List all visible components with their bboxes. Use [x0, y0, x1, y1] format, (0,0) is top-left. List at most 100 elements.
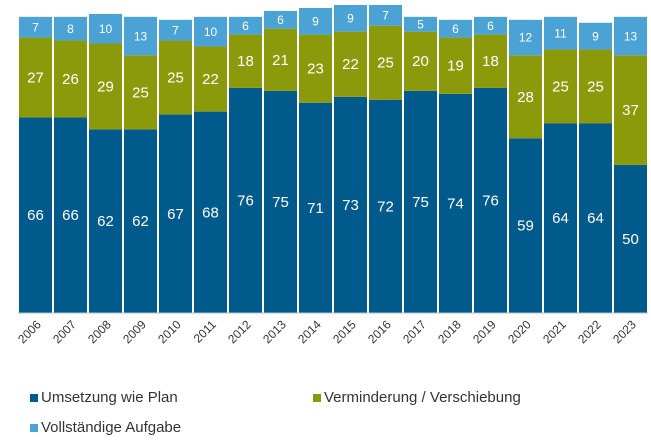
data-label: 7: [32, 20, 39, 34]
data-label: 25: [552, 78, 569, 95]
data-label: 64: [587, 210, 604, 227]
data-label: 71: [307, 200, 324, 217]
data-label: 74: [447, 195, 464, 212]
bar-segment: [299, 7, 332, 35]
data-label: 66: [62, 207, 79, 224]
bar-segment: [614, 164, 647, 313]
data-label: 75: [412, 194, 429, 211]
bar-segment: [89, 13, 122, 44]
data-label: 19: [447, 58, 464, 75]
bar-segment: [509, 19, 542, 56]
bar-segment: [124, 16, 157, 56]
x-tick-label: 2020: [505, 317, 534, 346]
x-tick-label: 2006: [15, 317, 44, 346]
data-label: 29: [97, 78, 114, 95]
bar-segment: [614, 16, 647, 56]
legend-swatch: [313, 394, 321, 402]
data-label: 76: [237, 192, 254, 209]
data-label: 28: [517, 89, 534, 106]
bar-segment: [229, 87, 262, 313]
data-label: 9: [312, 14, 319, 28]
x-tick-label: 2016: [365, 317, 394, 346]
bar-segment: [334, 96, 367, 313]
bar-segment: [264, 10, 297, 29]
bar-segment: [299, 34, 332, 103]
bar-segment: [509, 55, 542, 139]
data-label: 25: [167, 70, 184, 87]
bar-segment: [54, 117, 87, 314]
x-tick-label: 2017: [400, 317, 429, 346]
legend-swatch: [30, 394, 38, 402]
data-label: 6: [452, 22, 459, 36]
bar-segment: [54, 16, 87, 41]
bar-segment: [229, 16, 262, 35]
bar-segment: [194, 16, 227, 47]
bar-segment: [404, 31, 437, 91]
x-tick-label: 2015: [330, 317, 359, 346]
bar-segment: [264, 28, 297, 91]
data-label: 6: [277, 13, 284, 27]
bar-segment: [194, 111, 227, 313]
bar-segment: [544, 49, 577, 124]
x-tick-label: 2011: [191, 317, 219, 345]
bar-segment: [19, 117, 52, 314]
data-label: 68: [202, 204, 219, 221]
legend-label: Vollständige Aufgabe: [41, 419, 181, 436]
data-label: 62: [132, 213, 149, 230]
data-label: 6: [487, 19, 494, 33]
x-tick-label: 2012: [225, 317, 254, 346]
x-tick-label: 2010: [155, 317, 184, 346]
bar-segment: [614, 55, 647, 165]
data-label: 13: [624, 29, 638, 43]
data-label: 73: [342, 197, 359, 214]
data-label: 9: [347, 11, 354, 25]
bar-segment: [579, 22, 612, 50]
bar-segment: [474, 34, 507, 88]
data-label: 62: [97, 213, 114, 230]
x-tick-label: 2013: [260, 317, 289, 346]
data-label: 20: [412, 53, 429, 70]
bar-segment: [19, 16, 52, 38]
bar-segment: [369, 5, 402, 26]
bar-segment: [404, 90, 437, 313]
bar-segment: [404, 16, 437, 32]
bar-segment: [544, 16, 577, 50]
data-label: 21: [272, 52, 289, 69]
data-label: 8: [67, 22, 74, 36]
bar-segment: [509, 138, 542, 313]
bar-segment: [89, 129, 122, 313]
data-label: 26: [62, 71, 79, 88]
x-tick-label: 2018: [435, 317, 464, 346]
data-label: 18: [237, 53, 254, 70]
data-label: 66: [27, 207, 44, 224]
data-label: 64: [552, 210, 569, 227]
bar-segment: [54, 40, 87, 118]
data-label: 27: [27, 70, 44, 87]
bar-segment: [194, 46, 227, 112]
bar-segment: [334, 31, 367, 97]
bar-segment: [544, 123, 577, 313]
data-label: 25: [132, 84, 149, 101]
data-label: 76: [482, 192, 499, 209]
x-tick-label: 2008: [85, 317, 114, 346]
bar-segment: [474, 16, 507, 35]
bar-segment: [369, 25, 402, 100]
bar-segment: [579, 123, 612, 313]
data-label: 6: [242, 19, 249, 33]
data-label: 22: [202, 71, 219, 88]
data-label: 18: [482, 53, 499, 70]
data-label: 25: [587, 78, 604, 95]
data-label: 11: [554, 26, 567, 40]
legend-swatch: [30, 424, 38, 432]
bar-segment: [264, 90, 297, 313]
data-label: 50: [622, 231, 639, 248]
bar-segment: [124, 55, 157, 130]
x-tick-label: 2014: [295, 317, 324, 346]
bar-segment: [474, 87, 507, 313]
data-label: 75: [272, 194, 289, 211]
data-label: 23: [307, 61, 324, 78]
data-label: 12: [519, 31, 533, 45]
bar-segment: [159, 114, 192, 313]
data-label: 67: [167, 206, 184, 223]
